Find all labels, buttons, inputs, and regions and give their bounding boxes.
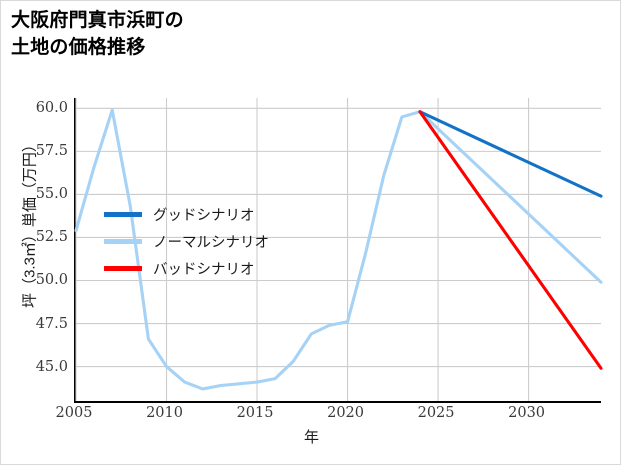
y-axis-title: 坪（3.3㎡）単価（万円） xyxy=(21,137,39,308)
x-tick-label: 2030 xyxy=(508,405,546,421)
legend-label: バッドシナリオ xyxy=(153,262,255,278)
y-tick-label: 55.0 xyxy=(35,186,68,203)
y-tick-label: 52.5 xyxy=(35,229,68,246)
legend: グッドシナリオ ノーマルシナリオ バッドシナリオ xyxy=(104,201,269,282)
page-title: 大阪府門真市浜町の 土地の価格推移 xyxy=(11,10,184,58)
legend-item-good[interactable]: グッドシナリオ xyxy=(104,201,269,228)
legend-swatch-good xyxy=(104,212,142,217)
y-tick-label: 45.0 xyxy=(35,358,68,375)
x-tick-label: 2010 xyxy=(146,405,183,421)
series-lines xyxy=(74,108,603,391)
legend-label: ノーマルシナリオ xyxy=(153,235,269,251)
x-tick-label: 2025 xyxy=(417,405,455,421)
plot-area xyxy=(74,98,603,403)
x-axis-title: 年 xyxy=(303,429,319,446)
x-tick-label: 2015 xyxy=(236,405,274,421)
y-tick-label: 47.5 xyxy=(35,315,68,332)
legend-label: グッドシナリオ xyxy=(153,208,255,224)
series-line xyxy=(418,110,603,370)
legend-item-normal[interactable]: ノーマルシナリオ xyxy=(104,228,269,255)
legend-swatch-normal xyxy=(104,239,142,244)
y-tick-label: 57.5 xyxy=(35,143,68,160)
x-tick-label: 2020 xyxy=(327,405,364,421)
y-tick-label: 50.0 xyxy=(35,272,68,289)
series-line xyxy=(418,110,603,198)
x-tick-label: 2005 xyxy=(55,405,93,421)
series-line xyxy=(74,108,603,391)
legend-swatch-bad xyxy=(104,266,142,271)
y-tick-label: 60.0 xyxy=(35,100,68,117)
legend-item-bad[interactable]: バッドシナリオ xyxy=(104,255,269,282)
